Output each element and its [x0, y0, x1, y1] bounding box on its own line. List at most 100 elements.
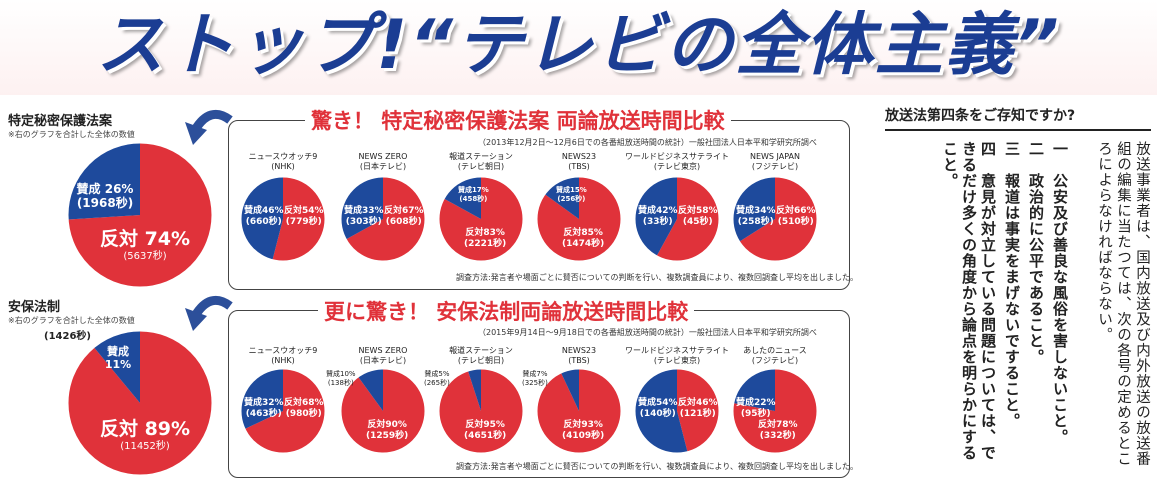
- network-pie-outline: [438, 368, 524, 454]
- big-pie1-favor-label: 賛成 26% (1968秒): [70, 182, 140, 210]
- network-pie: [536, 176, 622, 262]
- panel-source-2: （2015年9月14日～9月18日での各番組放送時間の統計）一般社団法人日本平和…: [478, 328, 817, 337]
- big-pie1-outline: [67, 142, 213, 288]
- left-note-1: ※右のグラフを合計した全体の数値: [8, 130, 135, 139]
- oppose-label: 反対93% (4109秒): [562, 420, 605, 441]
- network-pie-outline: [438, 176, 524, 262]
- law-item-1-text: 公安及び善良な風俗を害しないこと。: [1051, 173, 1069, 445]
- network-pie: [536, 368, 622, 454]
- network-pie-oppose-slice: [346, 177, 425, 261]
- favor-label: 賛成10% (138秒): [326, 370, 356, 387]
- network-pie-favor-slice: [561, 369, 579, 411]
- big-pie2-oppose-slice: [67, 331, 212, 475]
- network-pie: [340, 176, 426, 262]
- oppose-label: 反対78% (332秒): [758, 420, 798, 441]
- big-pie1-oppose-seconds: (5637秒): [123, 251, 167, 262]
- big-pie2-favor-slice: [94, 331, 140, 403]
- favor-label: 賛成17% (458秒): [458, 186, 489, 203]
- big-pie1-favor-name: 賛成: [76, 182, 101, 196]
- oppose-label: 反対85% (1474秒): [562, 228, 605, 249]
- network-pie: [634, 176, 720, 262]
- big-pie1-oppose-name: 反対: [99, 228, 138, 250]
- law-item-1: 一 公安及び善良な風俗を害しないこと。: [1050, 141, 1069, 471]
- network-pie-favor-slice: [733, 369, 775, 411]
- network-pie-outline: [240, 368, 326, 454]
- left-title-2: 安保法制: [8, 300, 61, 315]
- big-pie1-favor-slice: [68, 143, 140, 220]
- network-pie: [438, 368, 524, 454]
- network-pie-outline: [536, 368, 622, 454]
- panel-title-secret-law: 驚き！ 特定秘密保護法案 両論放送時間比較: [305, 105, 731, 135]
- network-pie-outline: [340, 176, 426, 262]
- network-pie-favor-slice: [545, 177, 579, 219]
- law-item-2-text: 政治的に公平であること。: [1027, 173, 1045, 365]
- network-pie-favor-slice: [733, 177, 775, 242]
- network-pie-favor-slice: [635, 369, 688, 453]
- favor-label: 賛成32% (463秒): [244, 398, 284, 419]
- network-pie-favor-slice: [241, 369, 283, 429]
- network-name: ニュースウオッチ9 (NHK): [248, 152, 318, 171]
- big-pie2-oppose-percent: 89%: [144, 418, 191, 440]
- network-name: 報道ステーション (テレビ朝日): [449, 346, 513, 365]
- big-pie2-favor-percent: 11%: [104, 358, 132, 371]
- favor-label: 賛成5% (265秒): [424, 370, 450, 387]
- big-pie-secret-law: [67, 142, 213, 288]
- network-pie-outline: [340, 368, 426, 454]
- network-name: ワールドビジネスサテライト (テレビ東京): [625, 346, 729, 365]
- network-pie-outline: [732, 368, 818, 454]
- panel-title-security-law: 更に驚き！ 安保法制両論放送時間比較: [318, 296, 695, 326]
- favor-label: 賛成34% (258秒): [736, 206, 776, 227]
- network-name: NEWS ZERO (日本テレビ): [358, 152, 408, 171]
- network-name: 報道ステーション (テレビ朝日): [449, 152, 513, 171]
- law-heading: 放送法第四条をご存知ですか?: [885, 105, 1151, 131]
- big-pie1-favor-percent: 26%: [104, 182, 134, 196]
- network-pie: [732, 368, 818, 454]
- network-pie: [240, 176, 326, 262]
- big-pie2-outline: [67, 330, 213, 476]
- headline: ストップ!“テレビの全体主義”: [96, 6, 1061, 85]
- favor-label: 賛成33% (303秒): [344, 206, 384, 227]
- favor-label: 賛成46% (660秒): [244, 206, 284, 227]
- network-pie: [340, 368, 426, 454]
- network-pie-oppose-slice: [656, 177, 719, 261]
- network-pie-outline: [240, 176, 326, 262]
- oppose-label: 反対90% (1259秒): [366, 420, 409, 441]
- network-name: NEWS JAPAN (フジテレビ): [749, 152, 801, 171]
- oppose-label: 反対54% (779秒): [284, 206, 324, 227]
- network-pie-outline: [634, 176, 720, 262]
- network-pie-oppose-slice: [272, 177, 325, 261]
- network-pie: [240, 368, 326, 454]
- law-item-3-text: 報道は事実をまげないですること。: [1003, 173, 1021, 429]
- curved-arrow-icon: [185, 109, 233, 145]
- panel-source-1: （2013年12月2日～12月6日での各番組放送時間の統計）一般社団法人日本平和…: [478, 138, 817, 147]
- network-pie-favor-slice: [635, 177, 677, 256]
- network-name: NEWS23 (TBS): [561, 152, 597, 171]
- law-item-4-num: 四: [979, 141, 997, 157]
- big-pie1-favor-seconds: (1968秒): [76, 196, 134, 210]
- curved-arrow-icon: [185, 295, 233, 331]
- big-pie1-oppose-slice: [68, 143, 212, 287]
- big-pie2-favor-label: 賛成 11%: [98, 345, 138, 371]
- oppose-label: 反対67% (608秒): [384, 206, 424, 227]
- network-name: ワールドビジネスサテライト (テレビ東京): [625, 152, 729, 171]
- network-name: ニュースウオッチ9 (NHK): [248, 346, 318, 365]
- network-pie-oppose-slice: [677, 369, 719, 452]
- law-item-2-num: 二: [1027, 141, 1045, 157]
- favor-label: 賛成7% (325秒): [522, 370, 548, 387]
- network-name: NEWS23 (TBS): [561, 346, 597, 365]
- big-pie1-oppose-percent: 74%: [144, 228, 191, 250]
- law-item-2: 二 政治的に公平であること。: [1026, 141, 1045, 471]
- panel-method-1: 調査方法:発言者や場面ごとに賛否についての判断を行い、複数調査員により、複数回調…: [456, 273, 858, 282]
- network-pie-oppose-slice: [244, 369, 325, 453]
- oppose-label: 反対66% (510秒): [776, 206, 816, 227]
- network-pie-favor-slice: [468, 369, 481, 411]
- big-pie2-favor-name: 賛成: [107, 345, 129, 358]
- header-banner: [0, 0, 1157, 95]
- big-pie2-oppose-seconds: (11452秒): [120, 441, 170, 452]
- favor-label: 賛成42% (33秒): [638, 206, 678, 227]
- network-pie-favor-slice: [358, 369, 383, 411]
- law-item-3: 三 報道は事実をまげないですること。: [1002, 141, 1021, 471]
- oppose-label: 反対58% (45秒): [678, 206, 718, 227]
- network-pie: [634, 368, 720, 454]
- network-pie-outline: [732, 176, 818, 262]
